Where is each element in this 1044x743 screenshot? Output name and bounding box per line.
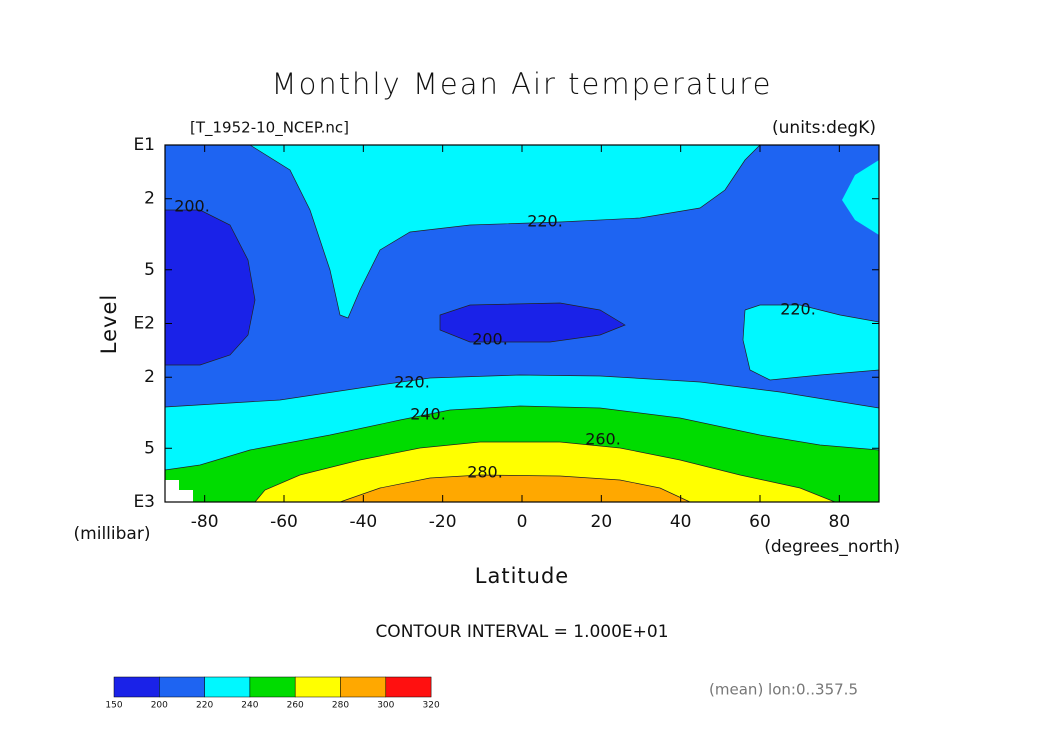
contour-line — [165, 209, 256, 366]
contour-interval: CONTOUR INTERVAL = 1.000E+01 — [375, 622, 668, 642]
colorbar-label: 240 — [241, 701, 258, 711]
x-units: (degrees_north) — [764, 537, 900, 557]
colorbar-label: 260 — [287, 701, 304, 711]
x-tick-label: -80 — [191, 512, 219, 532]
contour-fill — [250, 145, 760, 318]
contour-fill — [165, 210, 255, 365]
y-tick-label: 5 — [144, 438, 155, 458]
contour-line — [339, 474, 691, 503]
x-tick-label: -60 — [270, 512, 298, 532]
colorbar-label: 280 — [332, 701, 349, 711]
contour-label: 200. — [174, 197, 210, 216]
y-units: (millibar) — [74, 524, 151, 544]
contour-line — [439, 302, 626, 343]
y-axis-label: Level — [97, 294, 121, 354]
contour-label: 240. — [410, 405, 446, 424]
colorbar-swatch — [204, 676, 251, 698]
contour-line — [164, 374, 880, 409]
colorbar-swatch — [159, 676, 205, 698]
contour-lines — [164, 144, 880, 503]
x-tick-label: -40 — [349, 512, 377, 532]
x-tick-label: 80 — [829, 512, 851, 532]
contour-label: 280. — [467, 463, 503, 482]
y-tick-label: 5 — [144, 260, 155, 280]
units: (units:degK) — [772, 118, 876, 138]
colorbar-swatch — [294, 676, 341, 698]
missing-cell — [165, 480, 179, 502]
x-tick-label: -20 — [429, 512, 457, 532]
x-tick-label: 60 — [749, 512, 771, 532]
note: (mean) lon:0..357.5 — [709, 681, 858, 699]
contour-fill — [440, 303, 625, 342]
contour-fills — [165, 145, 879, 502]
colorbar-swatch — [385, 676, 432, 698]
x-tick-label: 40 — [670, 512, 692, 532]
contour-fill — [842, 160, 879, 235]
contour-label: 220. — [527, 212, 563, 231]
missing-cell — [179, 490, 193, 502]
colorbar-swatch — [249, 676, 296, 698]
chart-title: Monthly Mean Air temperature — [272, 67, 773, 101]
contour-line — [254, 441, 836, 503]
x-axis-label: Latitude — [475, 564, 569, 588]
y-tick-label: E1 — [133, 135, 155, 155]
contour-fill — [743, 305, 879, 380]
colorbar-label: 150 — [105, 701, 122, 711]
contour-line — [742, 304, 880, 381]
colorbar-swatch — [113, 676, 160, 698]
contour-line — [249, 144, 761, 319]
y-tick-label: 2 — [144, 367, 155, 387]
contour-label: 260. — [585, 430, 621, 449]
colorbar-label: 300 — [377, 701, 394, 711]
contour-fill — [340, 475, 690, 502]
contour-label: 220. — [394, 373, 430, 392]
colorbar-label: 220 — [196, 701, 213, 711]
contour-label: 200. — [472, 330, 508, 349]
subtitle: [T_1952-10_NCEP.nc] — [190, 119, 349, 138]
x-tick-label: 20 — [591, 512, 613, 532]
contour-label: 220. — [780, 300, 816, 319]
x-tick-label: 0 — [517, 512, 528, 532]
y-tick-label: E2 — [133, 314, 155, 334]
contour-line — [164, 405, 880, 471]
colorbar-label: 200 — [151, 701, 168, 711]
colorbar-swatch — [340, 676, 387, 698]
y-tick-label: 2 — [144, 189, 155, 209]
y-tick-label: E3 — [133, 492, 155, 512]
colorbar-label: 320 — [423, 701, 440, 711]
